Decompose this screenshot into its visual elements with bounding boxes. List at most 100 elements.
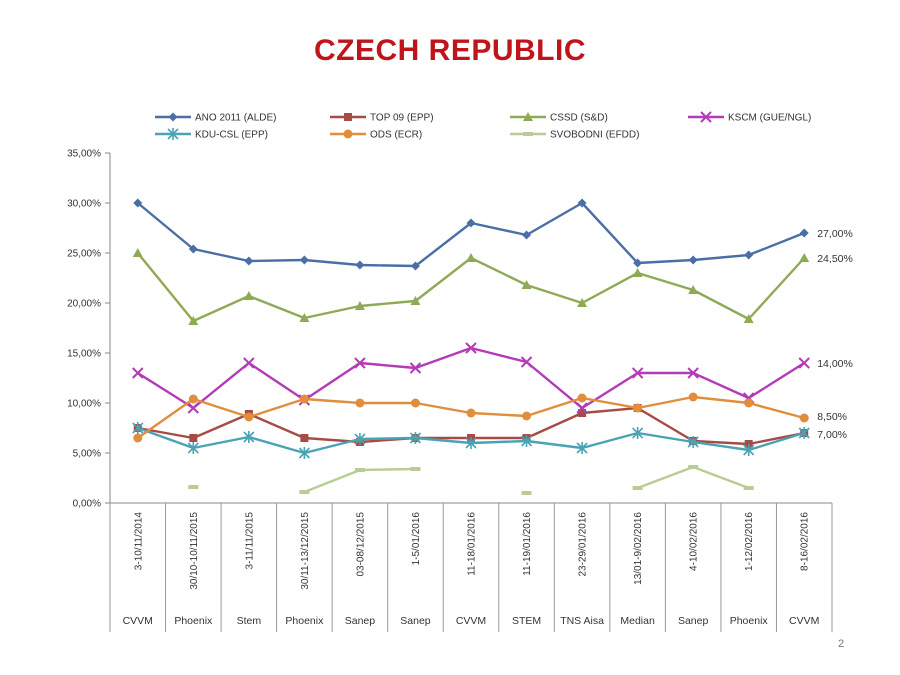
x-tick-label: 3-10/11/2014 bbox=[133, 512, 144, 571]
data-point bbox=[187, 442, 199, 454]
data-point bbox=[522, 230, 532, 240]
data-point bbox=[743, 444, 755, 456]
poll-source-label: Median bbox=[620, 615, 655, 627]
data-point bbox=[299, 313, 310, 322]
poll-source-label: Phoenix bbox=[285, 615, 324, 627]
data-point bbox=[520, 435, 533, 447]
data-point bbox=[687, 367, 699, 379]
series-cssd-s-d bbox=[132, 248, 810, 325]
data-point bbox=[631, 367, 644, 379]
data-point bbox=[743, 486, 754, 490]
data-point bbox=[632, 486, 643, 490]
data-point bbox=[799, 228, 809, 238]
series-line bbox=[303, 467, 416, 494]
data-point bbox=[410, 398, 420, 408]
data-point bbox=[188, 244, 198, 254]
data-point bbox=[410, 261, 420, 271]
data-point bbox=[688, 392, 698, 402]
series-layer bbox=[132, 198, 810, 495]
legend-swatch-marker bbox=[523, 132, 533, 136]
series-ods-ecr bbox=[133, 392, 809, 443]
data-point bbox=[188, 394, 198, 404]
legend-item: CSSD (S&D) bbox=[510, 112, 608, 124]
data-point bbox=[243, 357, 255, 369]
legend-label: ODS (ECR) bbox=[370, 130, 422, 141]
data-point bbox=[133, 433, 143, 443]
data-point bbox=[299, 394, 309, 404]
legend-label: CSSD (S&D) bbox=[550, 113, 608, 124]
poll-source-label: Phoenix bbox=[174, 615, 213, 627]
x-axis: 3-10/11/2014 30/10-10/11/2015 3-11/11/2015… bbox=[109, 502, 833, 632]
x-tick-label: 3-11/11/2015 bbox=[244, 512, 255, 570]
x-tick-label: 1-5/01/2016 bbox=[411, 512, 422, 566]
series-line bbox=[637, 465, 750, 490]
data-point bbox=[520, 356, 533, 368]
data-point bbox=[355, 398, 365, 408]
data-point bbox=[744, 250, 754, 260]
data-point bbox=[743, 314, 754, 323]
data-point bbox=[688, 465, 699, 469]
x-tick-label: 30/11-13/12/2015 bbox=[300, 512, 311, 590]
data-point bbox=[354, 301, 365, 310]
data-point bbox=[188, 316, 199, 325]
data-point bbox=[243, 431, 255, 443]
legend-item: KDU-CSL (EPP) bbox=[155, 128, 268, 141]
data-point bbox=[798, 357, 810, 369]
series-svobodni-efdd bbox=[188, 465, 754, 495]
legend-item: KSCM (GUE/NGL) bbox=[688, 111, 811, 124]
poll-source-label: Sanep bbox=[678, 615, 709, 627]
x-tick-label: 8-16/02/2016 bbox=[800, 512, 811, 571]
y-tick-label: 0,00% bbox=[73, 499, 101, 510]
end-value-label: 7,00% bbox=[817, 429, 847, 441]
data-point bbox=[355, 260, 365, 270]
data-point bbox=[300, 434, 309, 442]
legend-label: TOP 09 (EPP) bbox=[370, 113, 434, 124]
end-labels: 27,00% 24,50% 14,00% 8,50% 7,00% bbox=[817, 228, 853, 441]
x-tick-label: 03-08/12/2015 bbox=[355, 512, 366, 577]
y-tick-label: 10,00% bbox=[67, 399, 101, 410]
chart-legend: ANO 2011 (ALDE) TOP 09 (EPP) CSSD (S&D) KSC… bbox=[155, 111, 811, 141]
x-tick-label: 30/10-10/11/2015 bbox=[189, 512, 200, 590]
legend-swatch-marker bbox=[343, 129, 353, 139]
x-tick-label: 23-29/01/2016 bbox=[578, 512, 589, 577]
data-point bbox=[409, 362, 422, 374]
y-axis: 0,00% 5,00% 10,00% 15,00% 20,00% 25,00% 30,00%… bbox=[67, 149, 111, 510]
data-point bbox=[798, 427, 810, 439]
series-kscm-gue-ngl bbox=[132, 342, 810, 414]
data-point bbox=[243, 291, 254, 300]
data-point bbox=[132, 422, 144, 434]
legend-swatch-marker bbox=[344, 113, 352, 121]
data-point bbox=[298, 447, 310, 459]
page-title: CZECH REPUBLIC bbox=[313, 34, 586, 67]
data-point bbox=[354, 433, 366, 445]
slide-number: 2 bbox=[838, 638, 845, 650]
legend-item: SVOBODNI (EFDD) bbox=[510, 130, 639, 141]
data-point bbox=[577, 298, 588, 307]
data-point bbox=[299, 255, 309, 265]
legend-label: KSCM (GUE/NGL) bbox=[728, 113, 811, 124]
x-tick-label: 11-19/01/2016 bbox=[522, 512, 533, 576]
data-point bbox=[633, 403, 643, 413]
y-tick-label: 30,00% bbox=[67, 199, 101, 210]
legend-label: KDU-CSL (EPP) bbox=[195, 130, 268, 141]
data-point bbox=[521, 491, 532, 495]
end-value-label: 27,00% bbox=[817, 228, 853, 240]
data-point bbox=[688, 285, 699, 294]
data-point bbox=[522, 411, 532, 421]
poll-source-label: STEM bbox=[512, 615, 541, 627]
data-point bbox=[576, 402, 588, 414]
data-point bbox=[133, 198, 143, 208]
legend-item: ODS (ECR) bbox=[330, 129, 422, 141]
end-value-label: 14,00% bbox=[817, 358, 853, 370]
y-tick-label: 25,00% bbox=[67, 249, 101, 260]
end-value-label: 8,50% bbox=[817, 411, 847, 423]
data-point bbox=[299, 490, 310, 494]
poll-source-label: CVVM bbox=[123, 615, 153, 627]
data-point bbox=[244, 412, 254, 422]
legend-item: TOP 09 (EPP) bbox=[330, 113, 434, 124]
data-point bbox=[744, 398, 754, 408]
y-tick-label: 15,00% bbox=[67, 349, 101, 360]
data-point bbox=[633, 258, 643, 268]
legend-item: ANO 2011 (ALDE) bbox=[155, 112, 277, 124]
